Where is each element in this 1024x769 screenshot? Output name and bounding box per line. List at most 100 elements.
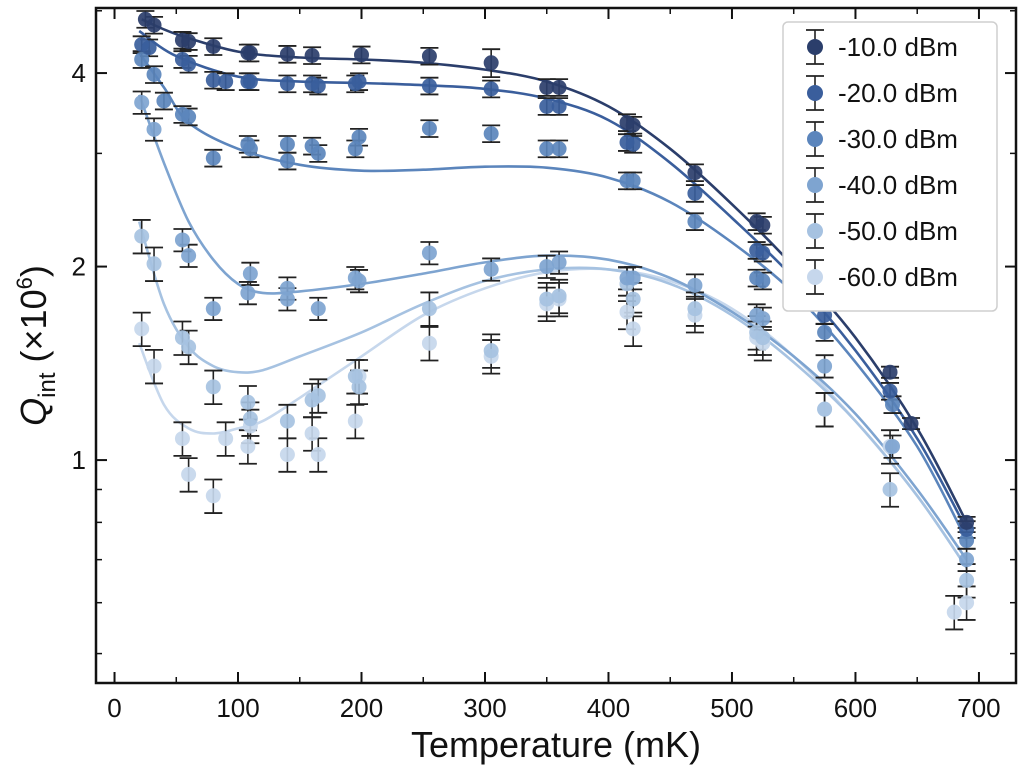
legend-marker: [807, 131, 823, 147]
data-point-series-1: [141, 40, 157, 56]
legend-label: -10.0 dBm: [838, 32, 958, 62]
data-point-series-2: [134, 51, 150, 67]
data-point-series-0: [354, 47, 370, 63]
data-point-series-3: [539, 259, 555, 275]
fit-curve-series-2: [138, 52, 968, 542]
data-point-series-0: [755, 217, 771, 233]
data-point-series-5: [205, 488, 221, 504]
y-axis-label-sub: int: [34, 372, 61, 398]
data-point-series-4: [134, 228, 150, 244]
legend-label: -20.0 dBm: [838, 78, 958, 108]
x-tick-label: 600: [834, 693, 877, 723]
data-point-series-5: [134, 321, 150, 337]
data-point-series-3: [755, 311, 771, 327]
legend-label: -30.0 dBm: [838, 124, 958, 154]
data-point-series-4: [242, 411, 258, 427]
data-point-series-4: [882, 481, 898, 497]
data-point-series-0: [959, 514, 975, 530]
data-point-series-0: [181, 33, 197, 49]
data-point-series-5: [421, 335, 437, 351]
data-point-series-2: [817, 324, 833, 340]
data-point-series-3: [351, 273, 367, 289]
data-point-series-3: [181, 248, 197, 264]
data-point-series-1: [882, 383, 898, 399]
data-point-series-2: [483, 126, 499, 142]
data-point-series-1: [218, 74, 234, 90]
data-point-series-5: [347, 413, 363, 429]
data-point-series-4: [421, 301, 437, 317]
data-point-series-3: [146, 121, 162, 137]
data-point-series-3: [687, 277, 703, 293]
y-axis-label: Qint (×106): [12, 265, 61, 426]
fit-curve-series-1: [138, 29, 968, 531]
x-tick-label: 400: [587, 693, 630, 723]
fit-curve-series-3: [137, 94, 968, 561]
data-point-series-1: [310, 78, 326, 94]
data-point-series-4: [181, 339, 197, 355]
data-point-series-4: [687, 301, 703, 317]
data-point-series-3: [240, 285, 256, 301]
data-point-series-2: [959, 532, 975, 548]
data-point-series-2: [279, 136, 295, 152]
data-point-series-5: [174, 431, 190, 447]
data-point-series-2: [156, 93, 172, 109]
data-point-series-3: [959, 552, 975, 568]
data-point-series-2: [310, 145, 326, 161]
x-tick-label: 500: [710, 693, 753, 723]
data-point-series-3: [242, 266, 258, 282]
data-point-series-2: [539, 141, 555, 157]
legend-marker: [807, 39, 823, 55]
y-axis-label-main: Q: [13, 398, 54, 426]
y-tick-label: 2: [72, 252, 86, 282]
data-point-series-1: [755, 245, 771, 261]
fit-curves: [137, 18, 968, 569]
data-point-series-1: [205, 72, 221, 88]
data-point-series-4: [625, 291, 641, 307]
data-point-series-2: [551, 141, 567, 157]
legend-label: -50.0 dBm: [838, 216, 958, 246]
data-point-series-3: [205, 301, 221, 317]
data-point-series-1: [351, 74, 367, 90]
data-point-series-0: [625, 117, 641, 133]
data-point-series-1: [551, 98, 567, 114]
data-point-series-0: [882, 364, 898, 380]
fit-curve-series-4: [137, 221, 968, 569]
data-point-series-3: [310, 301, 326, 317]
legend-marker: [807, 269, 823, 285]
data-point-series-4: [146, 256, 162, 272]
data-point-series-5: [959, 595, 975, 611]
data-point-series-5: [279, 447, 295, 463]
x-tick-label: 200: [340, 693, 383, 723]
data-point-series-0: [483, 55, 499, 71]
data-point-series-1: [539, 98, 555, 114]
x-axis-ticks: 0 100 200 300 400 500 600 700: [107, 8, 1001, 723]
data-point-series-1: [483, 81, 499, 97]
data-point-series-2: [421, 120, 437, 136]
legend: -10.0 dBm -20.0 dBm -30.0 dBm -40.0 dBm -50.…: [782, 21, 998, 312]
plot-frame: [94, 6, 1018, 685]
fit-curve-series-5: [137, 267, 968, 569]
fit-curve-series-0: [141, 18, 968, 524]
data-point-series-4: [279, 413, 295, 429]
data-point-series-3: [421, 245, 437, 261]
data-point-series-1: [181, 56, 197, 72]
y-tick-label: 1: [72, 445, 86, 475]
data-point-series-2: [625, 173, 641, 189]
data-point-series-3: [279, 280, 295, 296]
y-axis-label-unit-post: ): [13, 265, 54, 277]
legend-label: -40.0 dBm: [838, 170, 958, 200]
data-point-series-1: [279, 76, 295, 92]
data-point-series-3: [134, 94, 150, 110]
x-axis-label: Temperature (mK): [411, 724, 701, 765]
data-point-series-5: [146, 358, 162, 374]
x-tick-label: 0: [107, 693, 121, 723]
data-point-series-4: [205, 379, 221, 395]
data-point-series-5: [304, 425, 320, 441]
data-point-series-5: [218, 431, 234, 447]
svg-text:Qint (×106): Qint (×106): [12, 265, 61, 426]
data-point-series-4: [551, 288, 567, 304]
data-point-series-3: [483, 261, 499, 277]
data-point-series-2: [242, 141, 258, 157]
legend-marker: [807, 85, 823, 101]
data-point-series-4: [755, 330, 771, 346]
